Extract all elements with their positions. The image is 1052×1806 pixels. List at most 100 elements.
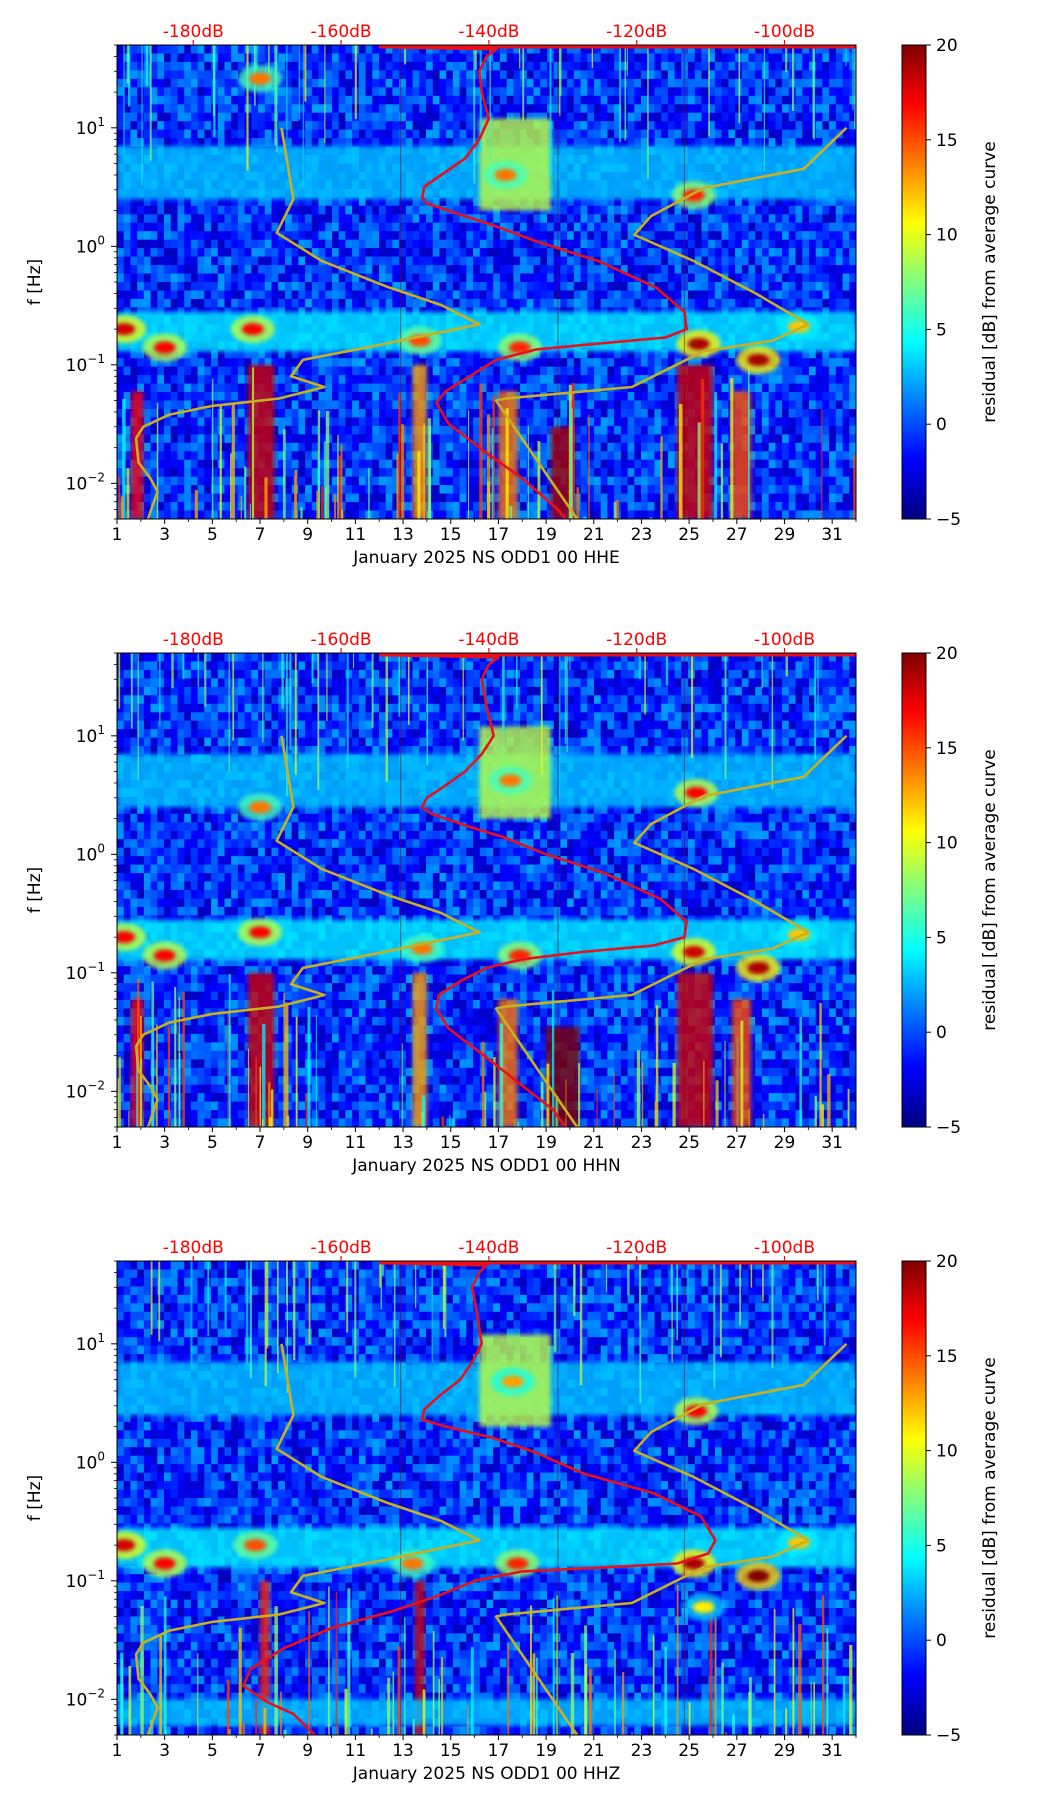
x-tick-label: 5 bbox=[207, 1741, 218, 1761]
transient-streak bbox=[423, 469, 426, 519]
hf-streak bbox=[644, 653, 646, 715]
hf-streak bbox=[462, 653, 464, 741]
transient-streak bbox=[270, 1089, 274, 1127]
transient-streak bbox=[792, 1608, 795, 1735]
hf-streak bbox=[541, 653, 543, 775]
hf-streak bbox=[404, 45, 407, 65]
hotspot-4 bbox=[249, 72, 272, 85]
transient-streak bbox=[588, 414, 590, 519]
y-tick-label: 101 bbox=[76, 1331, 105, 1355]
hf-streak bbox=[522, 45, 525, 122]
transient-streak bbox=[814, 1095, 818, 1127]
hf-streak bbox=[750, 1261, 753, 1288]
x-tick-label: 31 bbox=[821, 1133, 843, 1153]
transient-streak bbox=[584, 1664, 588, 1735]
transient-streak bbox=[703, 1060, 705, 1127]
transient-streak bbox=[613, 501, 617, 519]
hf-streak bbox=[126, 45, 129, 84]
x-tick-label: 7 bbox=[255, 1741, 266, 1761]
hotspot-1 bbox=[117, 931, 136, 944]
hf-streak bbox=[380, 1261, 382, 1310]
hotspot-4 bbox=[401, 1557, 424, 1570]
hotspot-5 bbox=[506, 1557, 529, 1570]
y-tick-label: 10−1 bbox=[66, 352, 105, 376]
hf-streak bbox=[686, 1261, 689, 1304]
top-db-tick-label: -100dB bbox=[754, 1238, 815, 1258]
x-tick-label: 21 bbox=[583, 1741, 605, 1761]
hf-streak bbox=[627, 1261, 630, 1296]
transient-streak bbox=[328, 1586, 330, 1735]
hf-streak bbox=[130, 653, 133, 729]
hf-streak bbox=[771, 1261, 774, 1369]
hf-streak bbox=[473, 45, 476, 184]
hf-streak bbox=[302, 45, 304, 187]
hf-streak bbox=[346, 1261, 349, 1333]
transient-streak bbox=[487, 414, 491, 519]
transient-streak bbox=[240, 496, 242, 519]
hf-streak bbox=[393, 1261, 396, 1387]
x-tick-label: 23 bbox=[631, 525, 653, 545]
hf-streak bbox=[268, 45, 270, 77]
top-db-tick-label: -180dB bbox=[163, 630, 224, 650]
transient-streak bbox=[631, 1731, 633, 1735]
hf-streak bbox=[665, 653, 669, 686]
transient-streak bbox=[468, 410, 470, 519]
transient-streak bbox=[714, 392, 718, 519]
hf-streak bbox=[281, 653, 284, 709]
transient-streak bbox=[136, 1054, 138, 1127]
x-tick-label: 23 bbox=[631, 1741, 653, 1761]
hotspot-3 bbox=[249, 926, 272, 939]
x-tick-label: 25 bbox=[678, 1133, 700, 1153]
transient-streak bbox=[509, 505, 513, 519]
x-tick-label: 21 bbox=[583, 1133, 605, 1153]
x-tick-label: 9 bbox=[302, 525, 313, 545]
colorbar-tick-label: 20 bbox=[936, 1252, 958, 1272]
hf-streak bbox=[579, 1261, 583, 1386]
hotspot-7 bbox=[685, 1405, 708, 1418]
transient-streak bbox=[724, 1041, 726, 1127]
transient-streak bbox=[417, 451, 421, 519]
transient-streak bbox=[255, 1057, 258, 1127]
x-tick-label: 3 bbox=[159, 1133, 170, 1153]
x-tick-label: 27 bbox=[726, 1133, 748, 1153]
transient-streak bbox=[261, 1118, 264, 1127]
hf-streak bbox=[814, 653, 817, 760]
colorbar-gradient bbox=[901, 1260, 927, 1736]
hf-streak bbox=[639, 1261, 642, 1404]
transient-streak bbox=[470, 1647, 474, 1735]
energy-band-5 bbox=[550, 426, 575, 519]
transient-streak bbox=[294, 469, 298, 519]
y-axis-label: f [Hz] bbox=[25, 1475, 45, 1521]
transient-streak bbox=[479, 383, 483, 519]
transient-streak bbox=[588, 1668, 592, 1735]
heatmap-field bbox=[117, 653, 856, 1127]
hf-streak bbox=[785, 45, 788, 73]
x-tick-label: 13 bbox=[392, 525, 414, 545]
hotspot-3 bbox=[241, 323, 264, 336]
y-tick-label: 10−2 bbox=[66, 470, 105, 494]
hf-streak bbox=[670, 1261, 673, 1303]
hf-streak bbox=[845, 45, 847, 67]
hotspot-9 bbox=[747, 1569, 770, 1582]
transient-streak bbox=[340, 444, 343, 519]
transient-streak bbox=[227, 1013, 229, 1127]
colorbar-label: residual [dB] from average curve bbox=[980, 1357, 1000, 1638]
hf-streak bbox=[159, 653, 161, 727]
colorbar-gradient bbox=[901, 652, 927, 1128]
transient-streak bbox=[412, 1718, 415, 1735]
hf-streak bbox=[647, 45, 649, 179]
hf-streak bbox=[708, 45, 710, 137]
transient-streak bbox=[660, 436, 663, 519]
transient-streak bbox=[317, 460, 320, 519]
transient-streak bbox=[678, 404, 683, 519]
y-tick-label: 10−1 bbox=[66, 1568, 105, 1592]
colorbar-tick-label: 20 bbox=[936, 644, 958, 664]
hf-streak bbox=[442, 1261, 445, 1329]
transient-streak bbox=[583, 516, 587, 519]
y-tick-label: 100 bbox=[76, 1449, 105, 1473]
hf-streak bbox=[624, 45, 627, 141]
transient-streak bbox=[283, 992, 285, 1127]
transient-streak bbox=[128, 1665, 132, 1735]
